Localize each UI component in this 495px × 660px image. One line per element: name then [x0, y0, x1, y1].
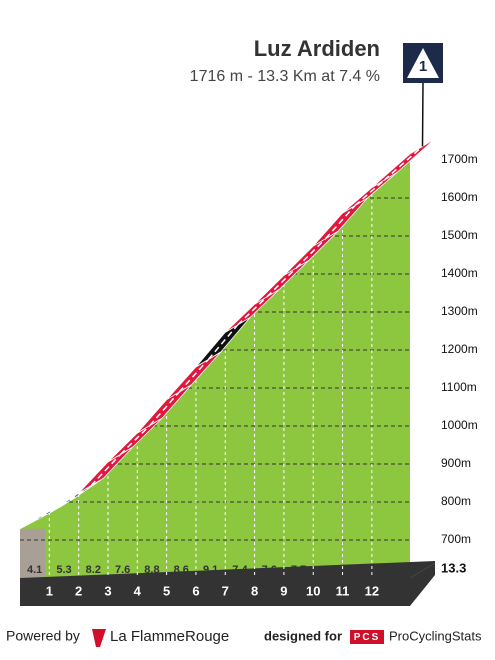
ribbon-dash	[237, 296, 268, 326]
labels: 1 2 3 4 5 6 7 8 9 10 11 124.1 5.3 8.2 7.6 8.8 8.6 9.1 7.4 7…	[27, 152, 478, 598]
x-tick-label: 7	[222, 583, 229, 598]
ribbon-dash	[354, 179, 385, 207]
y-tick-label: 1200m	[441, 342, 478, 356]
gradient-label: 4.1	[27, 564, 42, 576]
y-tick-label: 1500m	[441, 228, 478, 242]
gradient-label: 6.7	[350, 564, 365, 576]
badge-triangle	[407, 48, 439, 78]
x-tick-label: 12	[365, 583, 379, 598]
y-tick-label: 800m	[441, 494, 471, 508]
brand-logo	[92, 629, 106, 647]
y-tick-label: 900m	[441, 456, 471, 470]
gradient-label: 8.6	[174, 564, 189, 576]
gradient-label: 7.7	[291, 564, 306, 576]
gradient-label: 7.6	[262, 564, 277, 576]
y-tick-label: 700m	[441, 532, 471, 546]
x-tick-label: 3	[104, 583, 111, 598]
gradient-label: 5.3	[56, 564, 71, 576]
y-tick-label: 1700m	[441, 152, 478, 166]
ribbon-dash	[119, 424, 151, 455]
ribbon-dash	[178, 358, 209, 393]
pcs: ProCyclingStats	[389, 628, 482, 643]
start-face	[20, 528, 45, 578]
x-tick-label: 2	[75, 583, 82, 598]
ribbon-dash	[149, 391, 180, 426]
y-tick-label: 1100m	[441, 380, 477, 394]
y-tick-label: 1400m	[441, 266, 478, 280]
gradient-label: 8.7	[320, 564, 335, 576]
ribbon	[19, 138, 436, 530]
pcs-logo-box	[350, 630, 384, 644]
y-tick-label: 1300m	[441, 304, 478, 318]
ribbon-dash	[32, 505, 63, 522]
end-km-label: 13.3	[441, 560, 466, 575]
ribbon-dash	[266, 267, 297, 298]
x-tick-label: 11	[336, 583, 350, 598]
gradient-label: 9.1	[203, 564, 218, 576]
chart-subtitle: 1716 m - 13.3 Km at 7.4 %	[190, 68, 380, 85]
chart-title: Luz Ardiden	[254, 36, 380, 61]
category: 1	[419, 58, 427, 75]
x-tick-label: 1	[46, 583, 53, 598]
x-tick-label: 9	[280, 583, 287, 598]
profile-face	[20, 153, 410, 579]
designed-for: designed for	[264, 628, 342, 643]
gradient-label: 8.8	[144, 564, 159, 576]
gradient-label: 7.4	[232, 564, 248, 576]
summit-line	[421, 82, 424, 147]
profile	[20, 153, 435, 606]
y-tick-label: 1600m	[441, 190, 478, 204]
powered-by: Powered by	[6, 628, 80, 644]
ribbon-dash	[325, 204, 356, 240]
base-front	[20, 563, 435, 606]
gradient-label: 8.2	[86, 564, 101, 576]
gradient-label: 7.6	[115, 564, 130, 576]
x-tick-label: 5	[163, 583, 170, 598]
x-tick-label: 10	[306, 583, 320, 598]
x-tick-label: 8	[251, 583, 258, 598]
gradient-label: 6.8	[383, 564, 398, 576]
base-top	[20, 561, 435, 578]
ribbon-dash	[207, 324, 239, 360]
pcs-logo: PCS	[354, 632, 381, 643]
ribbon-dash	[295, 238, 327, 269]
x-tick-label: 6	[192, 583, 199, 598]
ribbon-dash	[61, 484, 92, 507]
x-tick-label: 4	[134, 583, 142, 598]
ribbon-dash	[383, 145, 423, 181]
y-tick-label: 1000m	[441, 418, 478, 432]
brand: La FlammeRouge	[110, 628, 229, 645]
ribbon-dash	[90, 453, 122, 487]
